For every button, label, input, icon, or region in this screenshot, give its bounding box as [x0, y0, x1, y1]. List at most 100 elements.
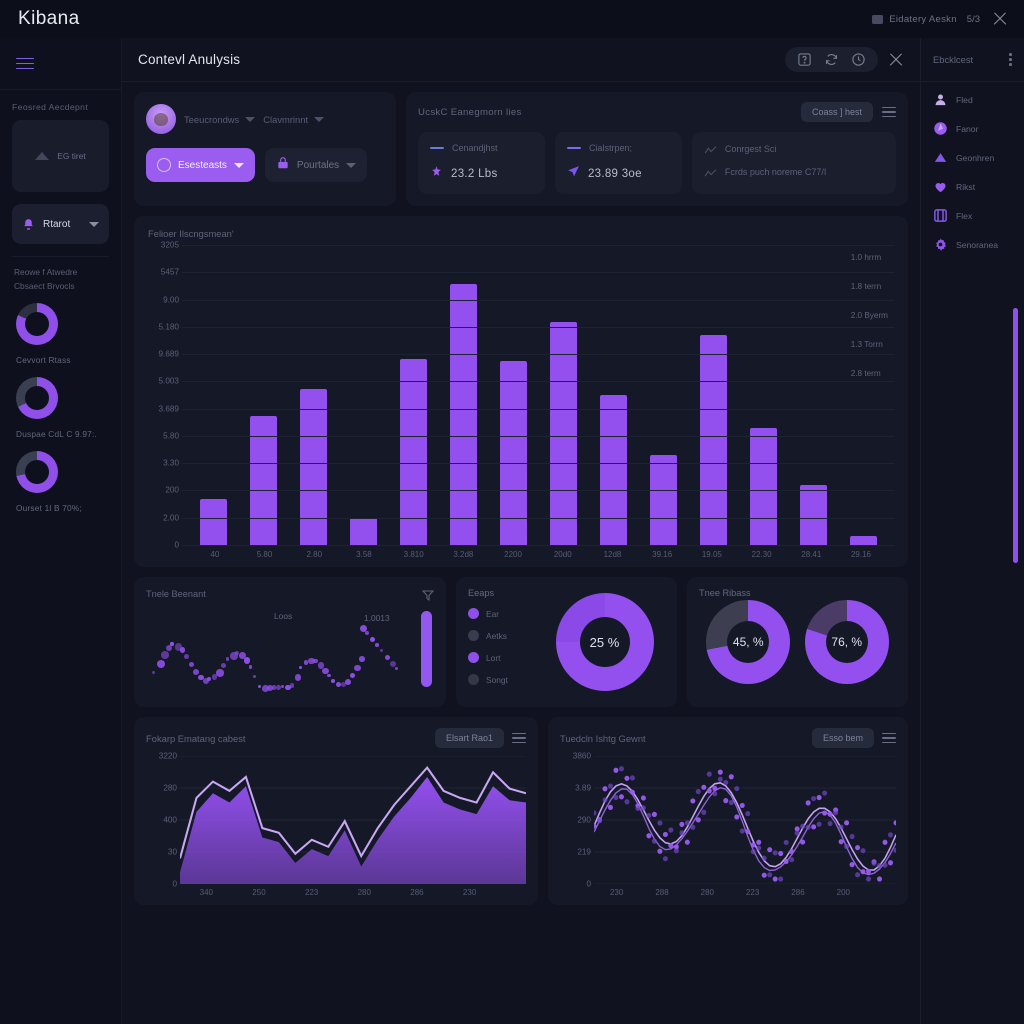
list-icon[interactable] [882, 730, 896, 746]
bar[interactable] [750, 428, 777, 545]
scatter-chart-card: Tuedcln Ishtg Gewnt Esso bem 3860 3.89 290… [548, 717, 908, 905]
legend-label: Lort [486, 653, 500, 663]
right-sidebar-item-fanor[interactable]: Fanor [933, 121, 1024, 136]
legend-item[interactable]: Ear [468, 608, 544, 619]
right-sidebar-item-geonhren[interactable]: Geonhren [933, 150, 1024, 165]
legend-item[interactable]: Lort [468, 652, 544, 663]
scatter-point [800, 824, 805, 829]
bar[interactable] [350, 518, 377, 545]
spark-icon [704, 143, 717, 154]
dash-icon [430, 147, 444, 149]
refresh-icon[interactable] [824, 52, 839, 67]
scatter-point [734, 786, 739, 791]
scatter-point [370, 637, 375, 642]
scatter-point [839, 839, 844, 844]
scatter-point [690, 825, 695, 830]
right-sidebar-item-rikst[interactable]: Rikst [933, 179, 1024, 194]
bar[interactable] [700, 335, 727, 545]
scatter-action-chip[interactable]: Esso bem [812, 728, 874, 748]
panel-close-icon[interactable] [886, 50, 906, 70]
sidebar-metric: Ourset 1l B 70%; [12, 451, 109, 513]
scatter-point [304, 660, 308, 664]
status-label: Eidatery Aeskn [889, 14, 957, 25]
x-tick-label: 200 [837, 888, 850, 897]
user-avatar[interactable] [146, 104, 176, 134]
activity-subtitle: Cbsaect Brvocls [12, 281, 109, 291]
stats-action-chip[interactable]: Coass ] hest [801, 102, 873, 122]
dashboard-root: Kibana Eidatery Aeskn 5/3 Feosred Aecdep… [0, 0, 1024, 1024]
panel-header: Contevl Anulysis [122, 38, 920, 82]
area-action-chip[interactable]: Elsart Rao1 [435, 728, 504, 748]
x-tick-label: 12d8 [595, 550, 629, 559]
clock-icon[interactable] [851, 52, 866, 67]
right-sidebar-item-label: Fanor [956, 124, 978, 134]
header-icon-group [785, 47, 878, 72]
scatter-point [189, 662, 195, 668]
scatter-point [811, 824, 816, 829]
list-icon[interactable] [512, 730, 526, 746]
bar[interactable] [800, 485, 827, 545]
bar[interactable] [650, 455, 677, 545]
area-chart-x-axis: 340 250 223 280 286 230 [146, 884, 526, 897]
grid-line [182, 518, 894, 519]
legend-item[interactable]: Songt [468, 674, 544, 685]
x-tick-label: 2200 [496, 550, 530, 559]
scatter-point [877, 876, 882, 881]
help-icon[interactable] [797, 52, 812, 67]
sidebar-metric-label: Ourset 1l B 70%; [16, 503, 109, 513]
filter-select-0[interactable]: Teeucrondws [184, 114, 255, 125]
scatter-point [641, 795, 646, 800]
scatter-point [883, 840, 888, 845]
scrollbar-thumb[interactable] [1013, 308, 1018, 563]
scatter-point [751, 842, 756, 847]
scatter-point [773, 850, 778, 855]
list-icon[interactable] [882, 104, 896, 120]
right-sidebar-item-flex[interactable]: Flex [933, 208, 1024, 223]
scatter-point [679, 822, 684, 827]
scatter-point [767, 847, 772, 852]
bar[interactable] [850, 536, 877, 545]
scatter-point [861, 848, 866, 853]
featured-card[interactable]: EG tiret [12, 120, 109, 192]
donut-gauge-1 [16, 377, 58, 419]
close-icon[interactable] [990, 9, 1010, 29]
scatter-point [822, 790, 827, 795]
scatter-chart-canvas [594, 756, 896, 884]
bar[interactable] [600, 395, 627, 545]
scatter-point [161, 651, 169, 659]
panel-header-actions [785, 47, 906, 72]
right-sidebar-item-fled[interactable]: Fled [933, 92, 1024, 107]
scatter-point [734, 814, 739, 819]
bar[interactable] [200, 499, 227, 546]
filter-select-1[interactable]: Clavmrinnt [263, 114, 324, 125]
scatter-point [844, 820, 849, 825]
sidebar-section-title: Feosred Aecdepnt [12, 102, 109, 112]
filter-select-0-label: Teeucrondws [184, 114, 239, 125]
scatter-point [828, 812, 833, 817]
chevron-down-icon [234, 163, 244, 168]
bar[interactable] [450, 284, 477, 545]
scatter-point [690, 798, 695, 803]
stat-value: 23.2 Lbs [451, 168, 498, 180]
funnel-icon[interactable] [422, 588, 434, 599]
more-vertical-icon[interactable] [1009, 53, 1012, 66]
sidebar-select[interactable]: Rtarot [12, 204, 109, 244]
area-chart-canvas [180, 756, 526, 884]
right-sidebar-header: Ebcklcest [921, 38, 1024, 82]
portals-button[interactable]: Pourtales [265, 148, 367, 182]
scatter-point [861, 869, 866, 874]
donut-b-center-label: 76, % [805, 600, 889, 684]
right-sidebar-item-senoranea[interactable]: Senoranea [933, 237, 1024, 252]
bar[interactable] [300, 389, 327, 545]
menu-toggle[interactable] [0, 38, 121, 90]
page-title: Contevl Anulysis [138, 52, 240, 67]
area-chart-header: Fokarp Ematang cabest Elsart Rao1 [146, 728, 526, 748]
scatter-point [701, 785, 706, 790]
hamburger-icon [16, 54, 34, 72]
scatter-point [844, 844, 849, 849]
estimates-button[interactable]: Esesteasts [146, 148, 255, 182]
scatter-point [855, 845, 860, 850]
legend-item[interactable]: Aetks [468, 630, 544, 641]
scatter-point [345, 679, 351, 685]
scatter-point [299, 666, 302, 669]
